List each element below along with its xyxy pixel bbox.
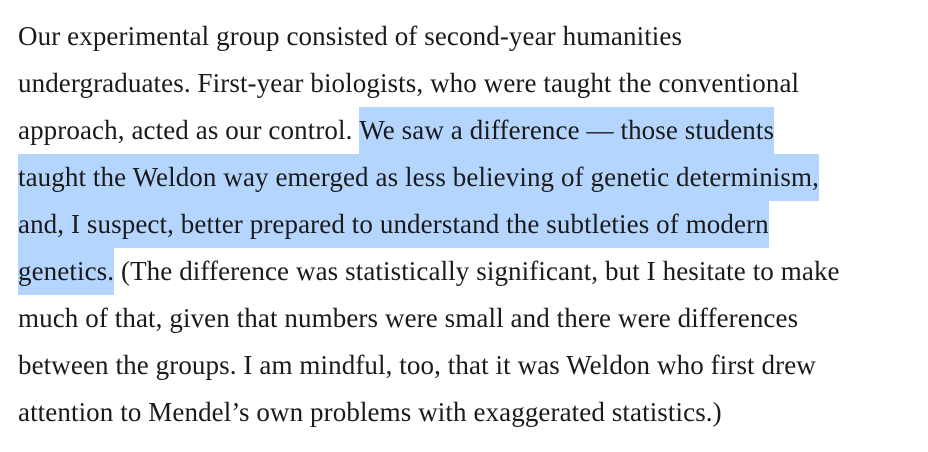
body-text: much of that, given that numbers were sm…	[18, 303, 799, 333]
text-line: attention to Mendel’s own problems with …	[18, 389, 840, 436]
selected-text: genetics.	[18, 248, 115, 295]
text-line: taught the Weldon way emerged as less be…	[18, 154, 840, 201]
body-text: approach, acted as our control.	[18, 115, 360, 145]
body-text: (The difference was statistically signif…	[114, 256, 840, 286]
text-line: Our experimental group consisted of seco…	[18, 13, 840, 60]
text-line: between the groups. I am mindful, too, t…	[18, 342, 840, 389]
text-line: approach, acted as our control. We saw a…	[18, 107, 840, 154]
text-line: genetics. (The difference was statistica…	[18, 248, 840, 295]
text-line: much of that, given that numbers were sm…	[18, 295, 840, 342]
selected-text: and, I suspect, better prepared to under…	[18, 201, 769, 248]
body-text: Our experimental group consisted of seco…	[18, 21, 683, 51]
selected-text: We saw a difference — those students	[359, 107, 775, 154]
selected-text: taught the Weldon way emerged as less be…	[18, 154, 819, 201]
text-line: undergraduates. First-year biologists, w…	[18, 60, 840, 107]
body-text: undergraduates. First-year biologists, w…	[18, 68, 800, 98]
text-line: and, I suspect, better prepared to under…	[18, 201, 840, 248]
body-text: between the groups. I am mindful, too, t…	[18, 350, 816, 380]
body-text: attention to Mendel’s own problems with …	[18, 397, 722, 427]
article-paragraph: Our experimental group consisted of seco…	[18, 13, 840, 436]
